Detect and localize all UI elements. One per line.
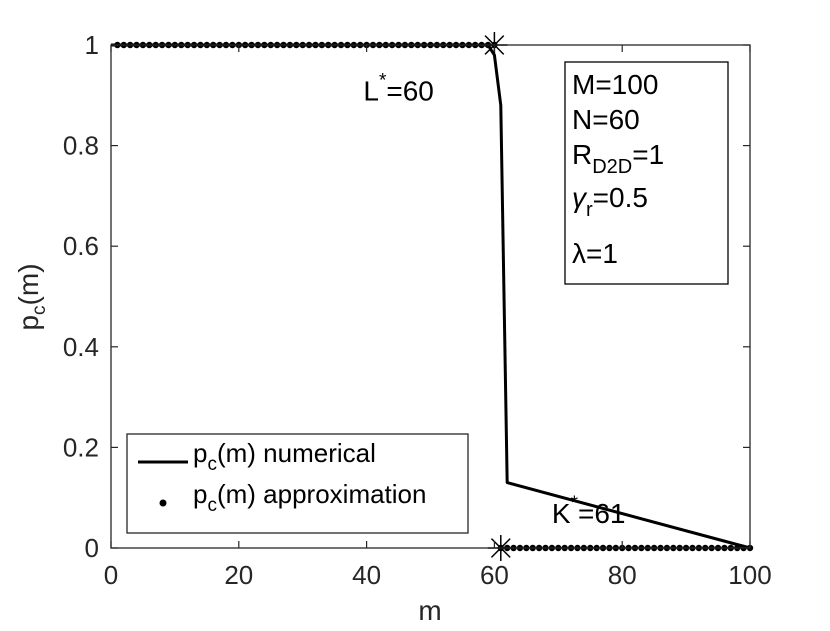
legend-approximation-main: p	[193, 479, 207, 509]
k-star-tail: =61	[578, 498, 626, 529]
x-tick-label-3: 60	[480, 560, 509, 590]
k-star-base: K	[552, 498, 571, 529]
y-axis-label: pc(m)	[13, 263, 50, 330]
params-gamma-tail: =0.5	[593, 182, 648, 213]
legend-approximation-label: pc(m) approximation	[193, 479, 426, 516]
legend-numerical-main: p	[193, 438, 207, 468]
x-tick-label-4: 80	[608, 560, 637, 590]
params-gamma: γr=0.5	[572, 182, 648, 221]
params-r: RD2D=1	[572, 139, 664, 178]
y-tick-label-4: 0.8	[63, 131, 99, 161]
l-star-annotation: L*=60	[363, 70, 433, 106]
params-box-frame	[564, 61, 729, 285]
l-star-sup: *	[379, 70, 387, 91]
plot-frame	[110, 44, 751, 549]
x-axis-label: m	[418, 595, 441, 626]
k-star-annotation: K*=61	[552, 493, 626, 529]
params-box: M=100 N=60 RD2D=1 γr=0.5 λ=1	[564, 61, 729, 285]
legend-numerical-tail: (m) numerical	[217, 438, 376, 468]
x-tick-label-1: 20	[224, 560, 253, 590]
x-tick-label-2: 40	[352, 560, 381, 590]
params-n: N=60	[572, 104, 640, 135]
y-axis-label-tail: (m)	[13, 263, 44, 305]
legend-approximation-tail: (m) approximation	[217, 479, 427, 509]
ticks-layer: 0 20 40 60 80 100 0 0.2 0.4 0.6 0.8 1	[63, 30, 772, 590]
params-r-sub: D2D	[592, 156, 632, 178]
y-axis-label-sub: c	[29, 305, 50, 315]
legend-numerical-label: pc(m) numerical	[193, 438, 376, 475]
legend-numerical-sub: c	[207, 454, 217, 475]
x-tick-label-0: 0	[104, 560, 118, 590]
legend-approximation-swatch	[159, 499, 167, 507]
y-tick-label-2: 0.4	[63, 332, 99, 362]
params-gamma-sub: r	[586, 199, 593, 221]
y-tick-label-1: 0.2	[63, 432, 99, 462]
params-gamma-main: γ	[572, 182, 588, 213]
legend-frame	[126, 433, 469, 534]
params-m: M=100	[572, 69, 658, 100]
params-lambda: λ=1	[572, 238, 618, 269]
y-tick-label-0: 0	[85, 533, 99, 563]
params-r-tail: =1	[632, 139, 664, 170]
x-tick-label-5: 100	[728, 560, 771, 590]
y-tick-label-3: 0.6	[63, 231, 99, 261]
params-r-main: R	[572, 139, 592, 170]
l-star-base: L	[363, 75, 379, 106]
k-star-sup: *	[571, 493, 579, 514]
legend-approximation-sub: c	[207, 495, 217, 516]
y-axis-label-main: p	[13, 315, 44, 331]
y-tick-label-5: 1	[85, 30, 99, 60]
legend: pc(m) numerical pc(m) approximation	[126, 433, 469, 534]
l-star-tail: =60	[386, 75, 434, 106]
